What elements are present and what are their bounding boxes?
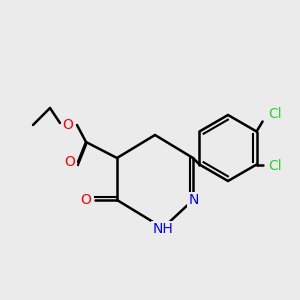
- Text: O: O: [63, 118, 74, 132]
- Text: NH: NH: [153, 222, 173, 236]
- Text: O: O: [64, 155, 75, 169]
- Text: N: N: [189, 193, 199, 207]
- Text: Cl: Cl: [268, 106, 281, 121]
- Text: O: O: [81, 193, 92, 207]
- Text: Cl: Cl: [268, 160, 281, 173]
